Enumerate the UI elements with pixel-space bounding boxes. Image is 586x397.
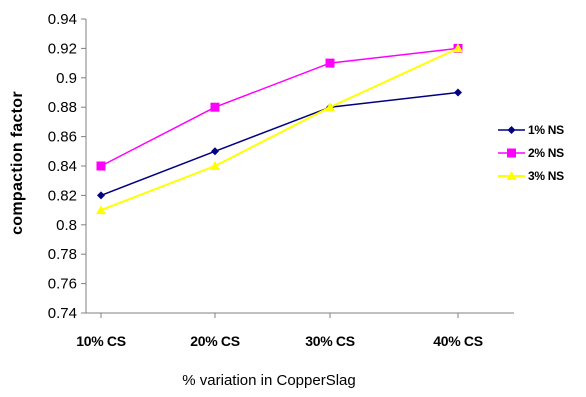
data-point (454, 88, 462, 97)
legend-label: 3% NS (528, 169, 564, 183)
y-tick-label: 0.82 (48, 187, 77, 204)
data-point (97, 191, 105, 200)
y-tick-label: 0.92 (48, 40, 77, 57)
x-tick-label: 10% CS (76, 333, 126, 349)
y-tick-label: 0.78 (48, 246, 77, 263)
x-tick-label: 30% CS (305, 333, 355, 349)
series-lines (96, 43, 463, 215)
legend-label: 1% NS (528, 123, 564, 137)
series-line (100, 47, 459, 212)
y-tick-label: 0.74 (48, 305, 77, 322)
series-line (100, 91, 459, 197)
y-tick-label: 0.86 (48, 129, 77, 146)
y-tick-label: 0.84 (48, 158, 77, 175)
x-axis-ticks: 10% CS 20% CS 30% CS 40% CS (76, 313, 483, 349)
axes (85, 19, 514, 314)
data-point (325, 102, 335, 112)
legend-marker (506, 171, 517, 180)
data-point (96, 161, 106, 171)
data-point (325, 58, 335, 68)
legend-marker (507, 126, 516, 134)
y-tick-label: 0.8 (56, 217, 77, 234)
series-2 (96, 43, 463, 171)
x-tick-label: 40% CS (433, 333, 483, 349)
legend-item: 3% NS (498, 169, 564, 183)
data-point (210, 102, 220, 112)
legend-label: 2% NS (528, 146, 564, 160)
x-axis-title: % variation in CopperSlag (182, 372, 355, 389)
data-point (210, 161, 220, 170)
data-point (211, 147, 219, 156)
x-tick-label: 20% CS (190, 333, 240, 349)
data-point (96, 205, 106, 215)
data-point (453, 43, 463, 53)
y-tick-label: 0.9 (56, 70, 77, 87)
legend-item: 2% NS (498, 146, 564, 160)
series-line (100, 47, 459, 167)
series-1 (97, 88, 462, 200)
y-axis-ticks: 0.74 0.76 0.78 0.8 0.82 0.84 0.86 0.88 0.9 0.92 0.… (48, 11, 86, 322)
y-axis-title: compaction factor (9, 91, 26, 235)
y-tick-label: 0.88 (48, 99, 77, 116)
y-tick-label: 0.94 (48, 11, 77, 28)
series-3 (96, 43, 463, 215)
legend-item: 1% NS (498, 123, 564, 137)
legend-marker (507, 148, 516, 158)
y-tick-label: 0.76 (48, 276, 77, 293)
legend: 1% NS 2% NS 3% NS (498, 123, 564, 183)
